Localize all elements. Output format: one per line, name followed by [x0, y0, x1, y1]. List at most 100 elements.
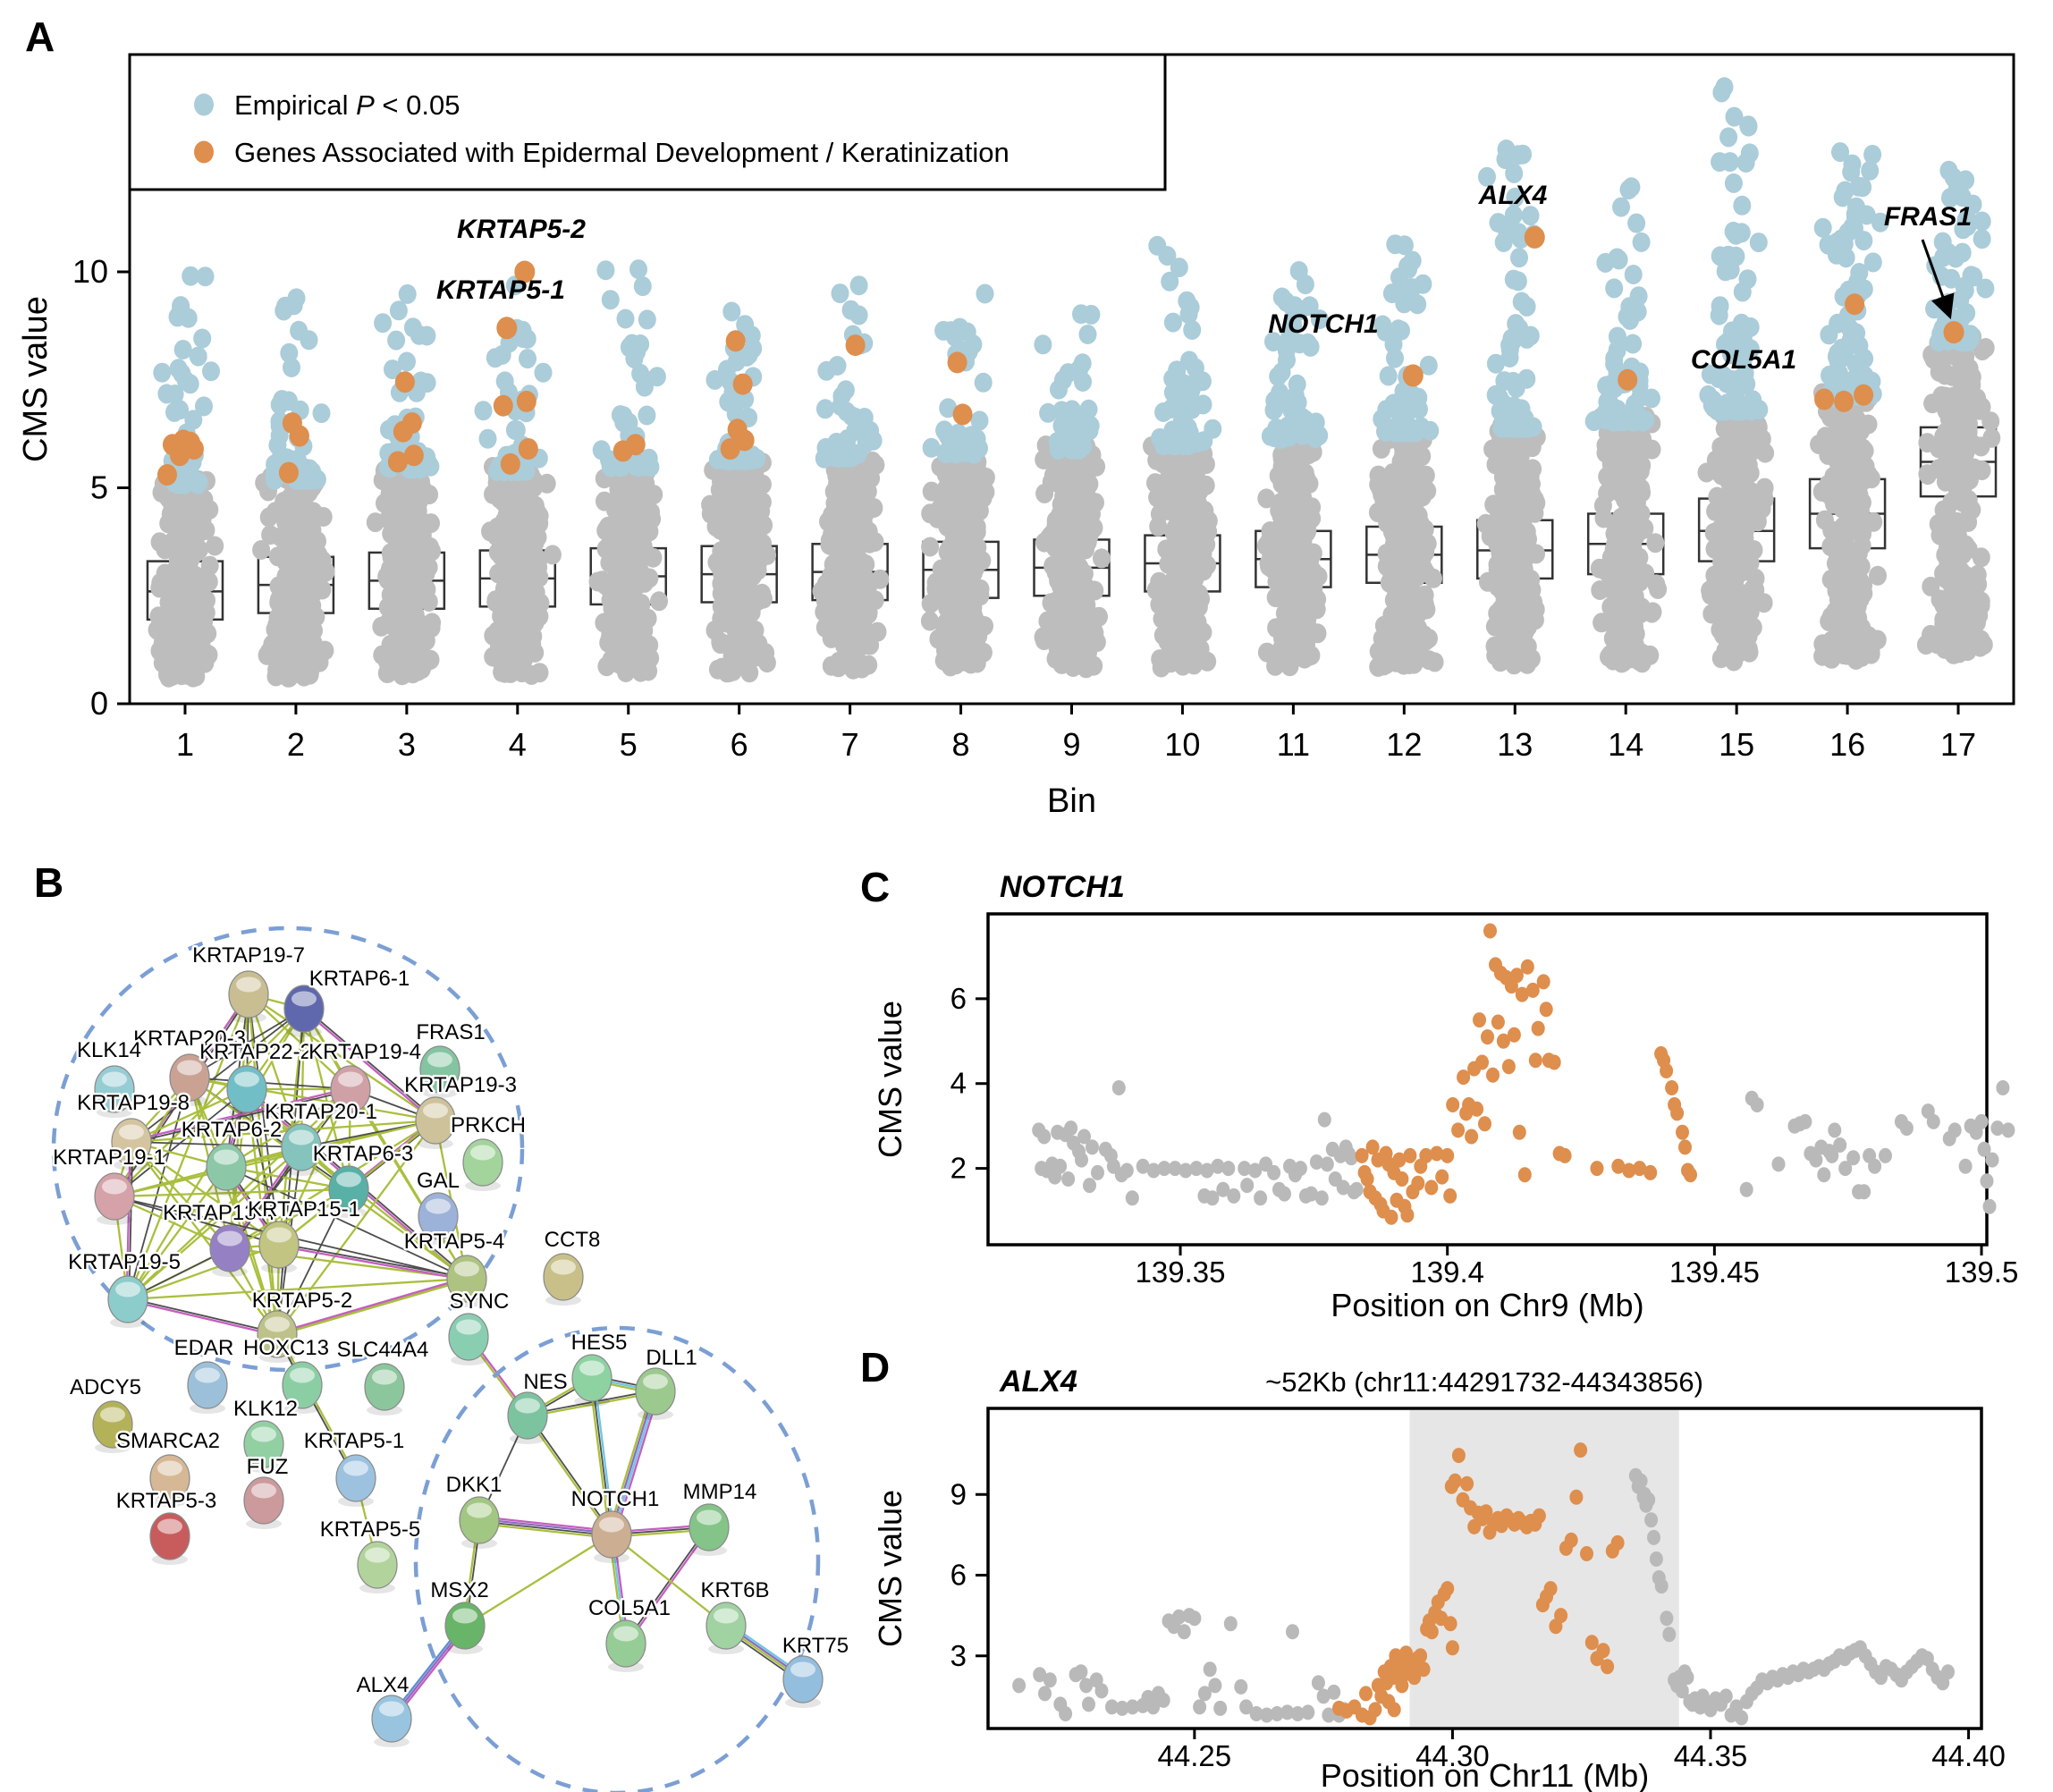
panel-d-axes: 44.25 44.30 44.35 44.40 3 6 9 Position on Chr11… — [872, 1477, 2006, 1792]
gene-point-FRAS1 — [1943, 321, 1964, 344]
node-label-KRTAP6-2: KRTAP6-2 — [182, 1118, 283, 1142]
panel-a-letter: A — [25, 13, 55, 60]
node-KRTAP19-1 — [94, 1172, 135, 1225]
node-DLL1 — [635, 1367, 676, 1420]
node-label-NOTCH1: NOTCH1 — [571, 1487, 660, 1511]
node-label-KRTAP5-5: KRTAP5-5 — [320, 1517, 421, 1542]
node-PRKCH — [462, 1138, 503, 1191]
panel-c: C 139.35 139.4 139.45 139.5 2 4 6 Position on Ch… — [860, 864, 2018, 1323]
a-xtick: 3 — [398, 726, 416, 763]
tick-label: 139.45 — [1669, 1255, 1760, 1289]
node-SMARCA2 — [149, 1454, 190, 1507]
panel-c-letter: C — [860, 864, 890, 910]
node-KRT75 — [782, 1655, 824, 1708]
node-label-PRKCH: PRKCH — [451, 1113, 526, 1137]
node-KRTAP13-4 — [209, 1224, 250, 1277]
gene-point-KRTAP5-2 — [514, 260, 536, 283]
node-MSX2 — [444, 1602, 486, 1654]
node-KRTAP19-7 — [228, 970, 269, 1023]
band-annotation: ~52Kb (chr11:44291732-44343856) — [1265, 1366, 1703, 1398]
a-xtick: 14 — [1608, 726, 1643, 763]
gene-label-FRAS1: FRAS1 — [1884, 202, 1972, 232]
tick-label: 44.25 — [1158, 1739, 1232, 1772]
node-label-EDAR: EDAR — [174, 1336, 234, 1360]
node-label-CCT8: CCT8 — [545, 1228, 601, 1252]
tick-label: 44.35 — [1674, 1739, 1748, 1772]
panel-a: A KRTAP5-2 KRTAP5-1 NOTCH1 ALX4 COL5A1 FRAS1 0 5… — [17, 13, 2015, 820]
a-xtick: 5 — [620, 726, 638, 763]
gene-label-COL5A1: COL5A1 — [1691, 345, 1796, 375]
node-label-MMP14: MMP14 — [683, 1480, 757, 1504]
a-xtick: 11 — [1277, 726, 1310, 763]
node-label-KRTAP15-1: KRTAP15-1 — [248, 1197, 360, 1221]
panel-c-points — [1032, 923, 2015, 1225]
node-label-DLL1: DLL1 — [646, 1346, 697, 1370]
node-label-NES: NES — [523, 1370, 567, 1394]
a-xtick: 8 — [952, 726, 970, 763]
node-label-KRTAP5-2: KRTAP5-2 — [252, 1289, 353, 1313]
node-EDAR — [187, 1361, 228, 1414]
panel-a-points — [148, 77, 2001, 688]
xlabel: Position on Chr9 (Mb) — [1331, 1287, 1643, 1323]
node-CCT8 — [543, 1253, 584, 1306]
node-label-KRTAP19-7: KRTAP19-7 — [192, 943, 305, 968]
node-COL5A1 — [605, 1619, 646, 1672]
node-KRTAP5-5 — [357, 1541, 398, 1593]
ylabel: CMS value — [872, 1001, 908, 1158]
a-xtick: 9 — [1062, 726, 1080, 763]
a-xlabel: Bin — [1047, 782, 1096, 820]
node-label-KLK14: KLK14 — [77, 1038, 141, 1062]
node-label-HES5: HES5 — [571, 1331, 628, 1355]
gene-label-KRTAP5-1: KRTAP5-1 — [436, 275, 565, 305]
node-GAL — [418, 1192, 459, 1245]
a-ytick: 5 — [90, 469, 108, 506]
tick-label: 3 — [950, 1639, 967, 1672]
node-label-KLK12: KLK12 — [233, 1397, 298, 1421]
tick-label: 139.35 — [1136, 1255, 1226, 1289]
panel-b-letter: B — [34, 859, 63, 906]
node-label-ALX4: ALX4 — [357, 1673, 410, 1697]
tick-label: 6 — [950, 982, 967, 1015]
gene-point-KRTAP5-1 — [496, 317, 518, 340]
node-SLC44A4 — [364, 1363, 405, 1416]
node-label-KRTAP13-4: KRTAP13-4 — [163, 1201, 275, 1225]
tick-label: 2 — [950, 1152, 967, 1185]
gene-label-KRTAP5-2: KRTAP5-2 — [457, 215, 586, 244]
node-label-MSX2: MSX2 — [430, 1578, 488, 1602]
node-KRTAP15-1 — [258, 1221, 300, 1273]
node-ALX4 — [371, 1695, 412, 1747]
node-label-KRTAP19-4: KRTAP19-4 — [308, 1040, 421, 1064]
ylabel: CMS value — [872, 1490, 908, 1647]
node-label-KRTAP19-5: KRTAP19-5 — [68, 1250, 181, 1274]
a-ylabel: CMS value — [17, 296, 55, 462]
panel-d-points — [1012, 1442, 1955, 1726]
panel-a-gene-labels: KRTAP5-2 KRTAP5-1 NOTCH1 ALX4 COL5A1 FRAS1 — [436, 181, 1972, 387]
highlight-band — [1409, 1410, 1679, 1727]
node-KRTAP5-1 — [335, 1454, 376, 1507]
node-KRTAP22-2 — [226, 1065, 267, 1118]
tick-label: 139.5 — [1945, 1255, 2019, 1289]
a-xtick: 13 — [1497, 726, 1533, 763]
a-xtick: 17 — [1940, 726, 1976, 763]
node-NES — [507, 1391, 548, 1444]
node-NOTCH1 — [591, 1510, 632, 1563]
node-KLK12 — [243, 1420, 284, 1473]
node-KLK14 — [94, 1065, 135, 1118]
legend-item-label: Genes Associated with Epidermal Developm… — [234, 137, 1010, 168]
tick-label: 44.30 — [1415, 1739, 1490, 1772]
legend-swatch-blue — [194, 93, 214, 116]
a-xtick: 6 — [731, 726, 748, 763]
panel-c-axes: 139.35 139.4 139.45 139.5 2 4 6 Position on Chr… — [872, 982, 2018, 1323]
a-xtick: 12 — [1386, 726, 1422, 763]
a-xtick: 1 — [176, 726, 194, 763]
panel-d-title: ALX4 — [999, 1365, 1077, 1399]
node-MMP14 — [689, 1503, 730, 1556]
panel-c-title: NOTCH1 — [1000, 870, 1125, 904]
node-label-KRTAP22-2: KRTAP22-2 — [199, 1040, 312, 1064]
a-xtick: 15 — [1719, 726, 1754, 763]
node-label-KRTAP6-1: KRTAP6-1 — [309, 967, 410, 991]
node-FUZ — [243, 1476, 284, 1529]
node-ADCY5 — [92, 1400, 133, 1453]
